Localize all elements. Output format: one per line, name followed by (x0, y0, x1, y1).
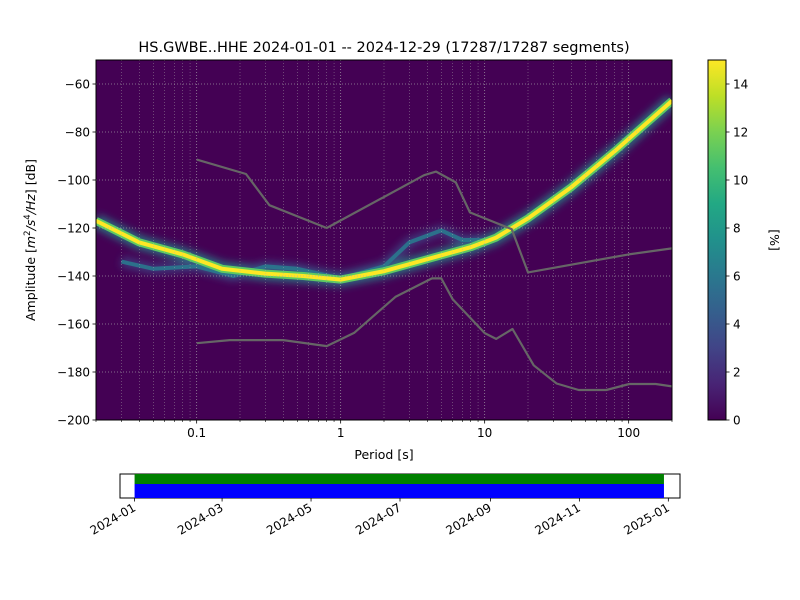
colorbar: 0 2 4 6 8 10 12 14 [%] (707, 59, 782, 427)
chart-title: HS.GWBE..HHE 2024-01-01 -- 2024-12-29 (1… (138, 40, 629, 56)
timeline-bars (134, 474, 664, 498)
x-axis-ticks: 0.1 1 10 100 (95, 420, 673, 440)
x-tick-label: 10 (477, 426, 492, 440)
x-tick-label: 100 (617, 426, 640, 440)
timeline-tick-label: 2024-03 (175, 500, 225, 537)
y-tick-label: −180 (57, 365, 90, 379)
colorbar-tick-label: 6 (733, 269, 741, 283)
density-peak-main (96, 99, 672, 282)
plot-area: 0.1 1 10 100 −60 −80 −100 −120 −140 −160 −180 −200 (57, 59, 673, 440)
y-tick-label: −80 (65, 125, 90, 139)
colorbar-tick-label: 8 (733, 221, 741, 235)
x-tick-label: 1 (337, 426, 345, 440)
colorbar-ticks: 0 2 4 6 8 10 12 14 (726, 77, 748, 427)
colorbar-tick-label: 0 (733, 413, 741, 427)
timeline-tick-label: 2024-05 (264, 500, 314, 537)
y-tick-label: −100 (57, 173, 90, 187)
data-availability-bar (134, 474, 664, 484)
noise-model-curves (196, 158, 672, 392)
y-tick-label: −200 (57, 413, 90, 427)
colorbar-tick-label: 14 (733, 77, 748, 91)
heatmap-density (96, 95, 672, 287)
grid (96, 60, 672, 420)
timeline-tick-label: 2024-11 (532, 500, 582, 537)
timeline-tick-label: 2024-07 (353, 500, 403, 537)
timeline-tick-label: 2025-01 (621, 500, 671, 537)
colorbar-gradient (707, 59, 727, 421)
segment-coverage-bar (134, 484, 664, 498)
y-axis-label: Amplitude [m2/s4/Hz] [dB] (23, 159, 38, 321)
x-tick-label: 0.1 (187, 426, 206, 440)
colorbar-tick-label: 4 (733, 317, 741, 331)
y-tick-label: −140 (57, 269, 90, 283)
y-axis-ticks: −60 −80 −100 −120 −140 −160 −180 −200 (57, 77, 96, 427)
timeline: 2024-01 2024-03 2024-05 2024-07 2024-09 2024-… (88, 473, 681, 538)
y-tick-label: −60 (65, 77, 90, 91)
x-axis-label: Period [s] (354, 447, 413, 462)
y-tick-label: −120 (57, 221, 90, 235)
timeline-tick-label: 2024-01 (88, 500, 138, 537)
timeline-ticks: 2024-01 2024-03 2024-05 2024-07 2024-09 2024-… (88, 498, 672, 538)
noise-model-high-line (196, 158, 672, 274)
timeline-tick-label: 2024-09 (443, 500, 493, 537)
y-tick-label: −160 (57, 317, 90, 331)
colorbar-tick-label: 12 (733, 125, 748, 139)
colorbar-tick-label: 10 (733, 173, 748, 187)
colorbar-tick-label: 2 (733, 365, 741, 379)
colorbar-label: [%] (767, 229, 782, 251)
noise-model-low-line (196, 277, 672, 392)
